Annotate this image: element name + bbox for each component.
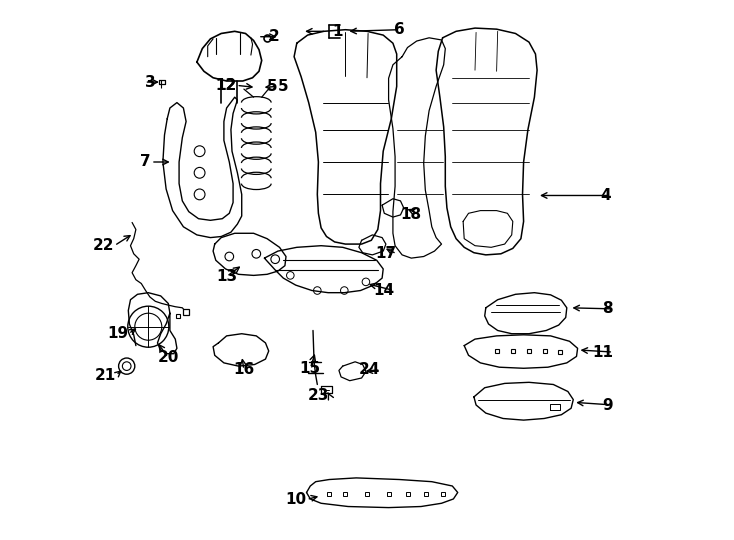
Text: 20: 20 bbox=[158, 350, 179, 365]
Text: 4: 4 bbox=[600, 188, 611, 203]
Text: 10: 10 bbox=[286, 492, 307, 507]
Text: 5: 5 bbox=[267, 79, 278, 94]
Text: 16: 16 bbox=[233, 362, 255, 377]
Text: 11: 11 bbox=[592, 345, 613, 360]
Text: 14: 14 bbox=[373, 283, 394, 298]
Text: 5: 5 bbox=[278, 79, 288, 94]
Text: 12: 12 bbox=[215, 78, 236, 93]
Text: 12: 12 bbox=[215, 78, 236, 93]
Text: 24: 24 bbox=[359, 362, 380, 377]
Text: 7: 7 bbox=[140, 154, 151, 170]
Text: 3: 3 bbox=[145, 75, 155, 90]
Text: 23: 23 bbox=[308, 388, 330, 403]
Text: 6: 6 bbox=[394, 22, 404, 37]
Text: 21: 21 bbox=[95, 368, 116, 383]
Text: 2: 2 bbox=[269, 29, 280, 44]
Text: 9: 9 bbox=[603, 397, 613, 413]
Text: 19: 19 bbox=[107, 326, 128, 341]
Text: 22: 22 bbox=[92, 238, 115, 253]
Text: 1: 1 bbox=[332, 24, 342, 39]
Text: 17: 17 bbox=[376, 246, 396, 261]
Text: 18: 18 bbox=[400, 207, 421, 222]
Text: 15: 15 bbox=[299, 361, 321, 376]
Text: 13: 13 bbox=[216, 269, 237, 284]
Text: 8: 8 bbox=[603, 301, 613, 316]
